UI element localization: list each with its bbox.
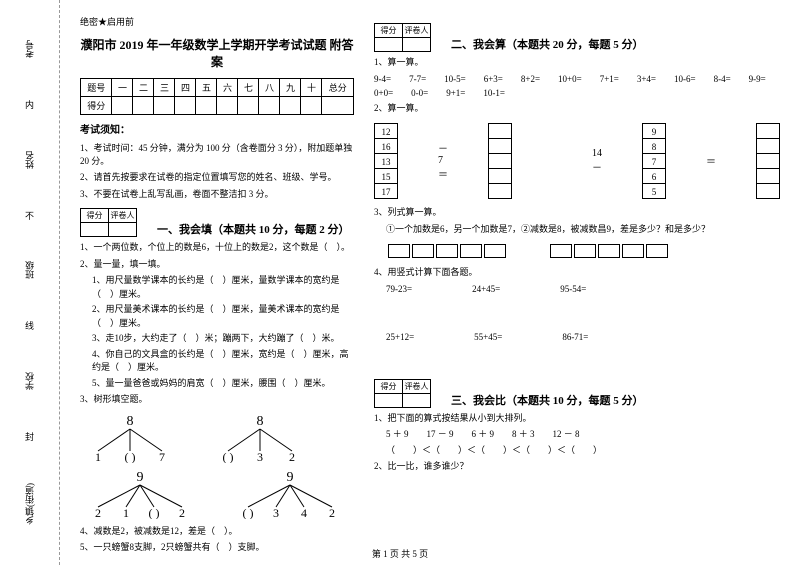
minus-text: －7＝ — [438, 140, 448, 181]
th: 二 — [133, 79, 154, 97]
svg-text:( ): ( ) — [223, 450, 234, 463]
box-column: 9 8 7 6 5 — [642, 123, 666, 198]
th: 六 — [217, 79, 238, 97]
binding-label: 学校 — [23, 372, 36, 390]
expr: 5 ＋ 9 17 － 9 6 ＋ 9 8 ＋ 3 12 － 8 — [386, 428, 780, 442]
sub: 4、你自己的文具盒的长约是（ ）厘米，宽约是（ ）厘米，高约是（ ）厘米。 — [92, 348, 354, 375]
notice: 2、请首先按要求在试卷的指定位置填写您的姓名、班级、学号。 — [80, 171, 354, 184]
order: （ ）＜（ ）＜（ ）＜（ ）＜（ ） — [386, 444, 780, 458]
svg-text:9: 9 — [287, 470, 294, 485]
tree-diagram: 8 ( ) 3 2 — [210, 413, 310, 463]
th: 三 — [154, 79, 175, 97]
tree-diagram: 9 2 1 ( ) 2 — [80, 469, 200, 519]
answer-boxes — [386, 242, 780, 260]
sub: 5、量一量爸爸或妈妈的肩宽（ ）厘米，腰围（ ）厘米。 — [92, 377, 354, 391]
mini-score: 得分评卷人 — [374, 23, 431, 52]
tree-diagram: 9 ( ) 3 4 2 — [230, 469, 350, 519]
box-column — [488, 123, 512, 198]
sub: 2、用尺量美术课本的长约是（ ）厘米，量美术课本的宽约是（ ）厘米。 — [92, 303, 354, 330]
notice: 3、不要在试卷上乱写乱画，卷面不整洁扣 3 分。 — [80, 188, 354, 201]
vertical-calc: 79-23=24+45=95-54= — [386, 284, 780, 294]
sub: ①一个加数是6，另一个加数是7，②减数是8，被减数昌9，差是多少？和是多少？ — [386, 223, 780, 237]
section-2-title: 二、我会算（本题共 20 分，每题 5 分） — [451, 36, 644, 52]
right-column: 得分评卷人 二、我会算（本题共 20 分，每题 5 分） 1、算一算。 9-4=… — [364, 15, 790, 550]
th: 总分 — [322, 79, 354, 97]
binding-margin: 考号 内 姓名 不 班级 线 学校 封 乡镇(街道) — [0, 0, 60, 565]
row-label: 得分 — [81, 97, 112, 115]
q: 1、一个两位数，个位上的数是6，十位上的数是2，这个数是（ ）。 — [80, 241, 354, 255]
svg-text:( ): ( ) — [243, 506, 254, 519]
box-subtraction: 12 16 13 15 17 －7＝ 14－ 9 8 7 6 5 — [374, 123, 780, 198]
notice: 1、考试时间：45 分钟，满分为 100 分（含卷面分 3 分），附加题单独 2… — [80, 142, 354, 167]
exam-page: 考号 内 姓名 不 班级 线 学校 封 乡镇(街道) 绝密★启用前 濮阳市 20… — [0, 0, 800, 565]
th: 题号 — [81, 79, 112, 97]
mini-score: 得分评卷人 — [80, 208, 137, 237]
svg-text:1: 1 — [123, 506, 129, 519]
q: 2、量一量，填一填。 — [80, 258, 354, 272]
binding-mark: 线 — [25, 319, 34, 332]
svg-text:9: 9 — [137, 470, 144, 485]
svg-text:( ): ( ) — [125, 450, 136, 463]
tree-row-1: 8 1 ( ) 7 8 ( ) 3 2 — [80, 413, 354, 463]
section-1-header: 得分评卷人 一、我会填（本题共 10 分，每题 2 分） — [80, 208, 354, 237]
mini-score: 得分评卷人 — [374, 379, 431, 408]
binding-mark: 内 — [25, 98, 34, 111]
sub: 1、用尺量数学课本的长约是（ ）厘米，量数学课本的宽约是（ ）厘米。 — [92, 274, 354, 301]
section-2-header: 得分评卷人 二、我会算（本题共 20 分，每题 5 分） — [374, 23, 780, 52]
th: 一 — [112, 79, 133, 97]
q: 2、比一比，谁多谁少？ — [374, 460, 780, 474]
section-3-header: 得分评卷人 三、我会比（本题共 10 分，每题 5 分） — [374, 379, 780, 408]
svg-text:( ): ( ) — [149, 506, 160, 519]
q: 4、用竖式计算下面各题。 — [374, 266, 780, 280]
q: 1、把下面的算式按结果从小到大排列。 — [374, 412, 780, 426]
notice-title: 考试须知： — [80, 121, 354, 136]
svg-text:8: 8 — [127, 414, 134, 429]
exam-title: 濮阳市 2019 年一年级数学上学期开学考试试题 附答案 — [80, 36, 354, 70]
svg-text:1: 1 — [95, 450, 101, 463]
left-column: 绝密★启用前 濮阳市 2019 年一年级数学上学期开学考试试题 附答案 题号 一… — [70, 15, 364, 550]
vertical-calc: 25+12=55+45=86-71= — [386, 332, 780, 342]
calc-grid: 9-4=7-7=10-5=6+3=8+2= 10+0=7+1=3+4=10-6=… — [374, 74, 780, 98]
q: 1、算一算。 — [374, 56, 780, 70]
svg-text:2: 2 — [179, 506, 185, 519]
section-1-title: 一、我会填（本题共 10 分，每题 2 分） — [157, 221, 350, 237]
binding-mark: 封 — [25, 430, 34, 443]
th: 五 — [196, 79, 217, 97]
svg-text:2: 2 — [329, 506, 335, 519]
binding-mark: 不 — [25, 209, 34, 222]
binding-label: 姓名 — [23, 151, 36, 169]
box-column: 12 16 13 15 17 — [374, 123, 398, 198]
th: 九 — [280, 79, 301, 97]
binding-label: 班级 — [23, 261, 36, 279]
svg-text:7: 7 — [159, 450, 165, 463]
svg-text:4: 4 — [301, 506, 307, 519]
th: 十 — [301, 79, 322, 97]
section-3-title: 三、我会比（本题共 10 分，每题 5 分） — [451, 392, 644, 408]
content-area: 绝密★启用前 濮阳市 2019 年一年级数学上学期开学考试试题 附答案 题号 一… — [60, 0, 800, 565]
svg-text:8: 8 — [257, 414, 264, 429]
score-table: 题号 一 二 三 四 五 六 七 八 九 十 总分 得分 — [80, 78, 354, 115]
q: 3、树形填空题。 — [80, 393, 354, 407]
secret-label: 绝密★启用前 — [80, 15, 354, 28]
q: 2、算一算。 — [374, 102, 780, 116]
page-footer: 第 1 页 共 5 页 — [0, 547, 800, 560]
svg-text:3: 3 — [257, 450, 263, 463]
q: 4、减数是2，被减数是12，差是（ ）。 — [80, 525, 354, 539]
th: 七 — [238, 79, 259, 97]
tree-diagram: 8 1 ( ) 7 — [80, 413, 180, 463]
svg-text:2: 2 — [289, 450, 295, 463]
box-column — [756, 123, 780, 198]
svg-text:3: 3 — [273, 506, 279, 519]
tree-row-2: 9 2 1 ( ) 2 9 ( ) 3 4 2 — [80, 469, 354, 519]
binding-label: 乡镇(街道) — [23, 483, 36, 525]
svg-text:2: 2 — [95, 506, 101, 519]
binding-label: 考号 — [23, 40, 36, 58]
sub: 3、走10步，大约走了（ ）米；蹦两下，大约蹦了（ ）米。 — [92, 332, 354, 346]
th: 四 — [175, 79, 196, 97]
q: 3、列式算一算。 — [374, 206, 780, 220]
eq-text: 14－ — [592, 148, 602, 174]
th: 八 — [259, 79, 280, 97]
